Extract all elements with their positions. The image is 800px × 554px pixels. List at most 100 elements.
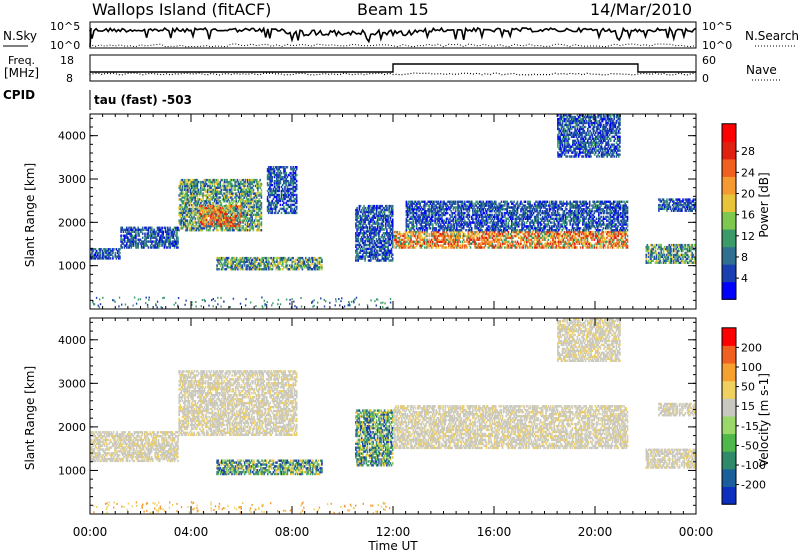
power-cell <box>360 205 362 207</box>
power-cell <box>296 180 298 182</box>
power-cell <box>119 255 121 257</box>
power-cell <box>119 252 121 254</box>
power-cell <box>261 183 263 185</box>
power-cell <box>627 235 629 237</box>
nsearch-trace <box>90 44 696 47</box>
power-cell <box>177 246 179 248</box>
power-cell <box>296 206 298 208</box>
power-cell <box>121 246 123 248</box>
power-cell <box>220 196 222 198</box>
nave-tick-bottom: 0 <box>702 72 709 85</box>
power-cell <box>217 179 219 181</box>
power-cell <box>392 254 394 256</box>
beam-label: Beam 15 <box>357 0 429 19</box>
power-cell <box>261 189 263 191</box>
nave-tick-top: 60 <box>702 54 716 67</box>
power-cell <box>253 189 255 191</box>
power-cell <box>440 201 442 203</box>
power-cell <box>271 176 273 178</box>
power-cell <box>414 229 416 231</box>
power-cell <box>237 213 239 215</box>
power-cell <box>226 211 228 213</box>
power-cell <box>287 264 289 266</box>
power-cell <box>162 231 164 233</box>
power-cell <box>115 252 117 254</box>
cpid-label: CPID <box>3 88 35 102</box>
power-cell <box>591 244 593 246</box>
power-cell <box>392 257 394 259</box>
power-cell <box>459 241 461 243</box>
power-cell <box>177 237 179 239</box>
power-cell <box>281 172 283 174</box>
power-cell <box>392 219 394 221</box>
freq-unit-label: [MHz] <box>4 66 39 80</box>
power-cell <box>426 227 428 229</box>
power-cell <box>185 179 187 181</box>
power-cell <box>165 227 167 229</box>
power-cell <box>217 229 219 231</box>
power-cell <box>194 217 196 219</box>
date-label: 14/Mar/2010 <box>590 0 692 19</box>
power-cell <box>268 261 270 263</box>
power-cell <box>240 205 242 207</box>
power-cell <box>283 202 285 204</box>
power-cell <box>438 244 440 246</box>
power-cell <box>446 246 448 248</box>
power-cell <box>148 246 150 248</box>
freq-trace <box>90 64 696 72</box>
power-cell <box>433 201 435 203</box>
freq-tick-bottom: 8 <box>66 72 73 85</box>
power-cell <box>280 204 282 206</box>
power-cell <box>253 185 255 187</box>
nsearch-tick-bottom: 10^0 <box>702 39 732 52</box>
power-cell <box>383 224 385 226</box>
power-cell <box>576 246 578 248</box>
power-cell <box>466 246 468 248</box>
power-cell <box>177 227 179 229</box>
power-cell <box>242 225 244 227</box>
nsearch-label: N.Search <box>745 29 799 43</box>
power-cell <box>464 241 466 243</box>
power-cell <box>321 264 323 266</box>
power-cell <box>110 257 112 259</box>
power-cell <box>597 246 599 248</box>
power-cell <box>232 192 234 194</box>
power-cell <box>470 246 472 248</box>
power-cell <box>280 268 282 270</box>
power-cell <box>240 225 242 227</box>
power-cell <box>414 225 416 227</box>
power-cell <box>120 235 122 237</box>
power-cell <box>287 166 289 168</box>
power-cell <box>379 254 381 256</box>
power-cell <box>142 233 144 235</box>
power-cell <box>228 257 230 259</box>
power-cell <box>386 205 388 207</box>
power-cell <box>296 174 298 176</box>
nsky-strip: N.Sky 10^5 10^0 10^5 10^0 N.Search <box>3 20 799 52</box>
site-title: Wallops Island (fitACF) <box>92 0 271 19</box>
nave-trace <box>90 73 696 75</box>
freq-strip: Freq. [MHz] 18 8 60 0 Nave <box>4 54 780 85</box>
power-cell <box>378 222 380 224</box>
power-cell <box>500 243 502 245</box>
power-cell <box>606 241 608 243</box>
power-cell <box>274 257 276 259</box>
power-cell <box>261 212 263 214</box>
power-cell <box>296 166 298 168</box>
power-cell <box>292 257 294 259</box>
power-cell <box>580 246 582 248</box>
power-cell <box>228 261 230 263</box>
freq-tick-top: 18 <box>60 54 74 67</box>
power-cell <box>235 225 237 227</box>
power-cell <box>283 266 285 268</box>
power-cell <box>214 207 216 209</box>
power-cell <box>151 227 153 229</box>
power-cell <box>221 202 223 204</box>
power-cell <box>261 202 263 204</box>
power-cell <box>236 219 238 221</box>
power-cell <box>627 239 629 241</box>
power-cell <box>228 196 230 198</box>
power-cell <box>259 179 261 181</box>
power-cell <box>142 237 144 239</box>
